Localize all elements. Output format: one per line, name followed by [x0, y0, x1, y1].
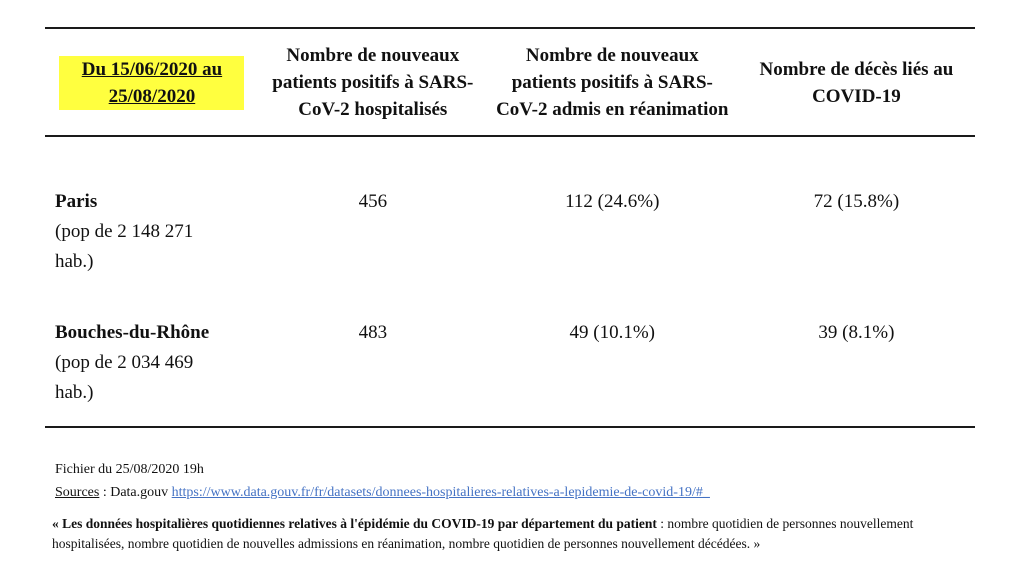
- icu-value: 112 (24.6%): [565, 191, 660, 212]
- sources-line: Sources : Data.gouv https://www.data.gou…: [55, 481, 710, 504]
- quote-bold-part: « Les données hospitalières quotidiennes…: [52, 516, 657, 531]
- sources-middle-text: : Data.gouv: [99, 485, 172, 500]
- dept-cell-bouches-du-rhone: Bouches-du-Rhône (pop de 2 034 469 hab.): [45, 277, 259, 427]
- period-highlighted-text: Du 15/06/2020 au 25/08/2020: [59, 55, 245, 110]
- dept-population: (pop de 2 148 271 hab.): [55, 221, 194, 272]
- definition-quote: « Les données hospitalières quotidiennes…: [52, 514, 967, 554]
- quote-regular-part: : nombre quotidien de personnes nouvelle…: [52, 516, 914, 551]
- dept-population: (pop de 2 034 469 hab.): [55, 352, 194, 403]
- covid-data-table: Du 15/06/2020 au 25/08/2020 Nombre de no…: [45, 27, 975, 428]
- table-row-bouches-du-rhone: Bouches-du-Rhône (pop de 2 034 469 hab.)…: [45, 277, 975, 427]
- footer-notes: Fichier du 25/08/2020 19h Sources : Data…: [55, 458, 710, 504]
- hospitalised-value: 483: [358, 322, 388, 343]
- data-gouv-link[interactable]: https://www.data.gouv.fr/fr/datasets/don…: [171, 485, 710, 500]
- header-period-cell: Du 15/06/2020 au 25/08/2020: [45, 28, 259, 137]
- dept-cell-paris: Paris (pop de 2 148 271 hab.): [45, 136, 259, 277]
- table-row-paris: Paris (pop de 2 148 271 hab.) 456 112 (2…: [45, 136, 975, 277]
- deaths-value: 39 (8.1%): [818, 322, 895, 343]
- table-header-row: Du 15/06/2020 au 25/08/2020 Nombre de no…: [45, 28, 975, 137]
- header-deaths-cell: Nombre de décès liés au COVID-19: [737, 28, 975, 137]
- hospitalised-value: 456: [358, 191, 388, 212]
- sources-label: Sources: [55, 485, 100, 500]
- dept-name: Bouches-du-Rhône: [55, 322, 210, 343]
- header-hospitalised-cell: Nombre de nouveaux patients positifs à S…: [258, 28, 487, 137]
- header-icu-cell: Nombre de nouveaux patients positifs à S…: [486, 28, 738, 137]
- deaths-value: 72 (15.8%): [813, 191, 900, 212]
- icu-value: 49 (10.1%): [569, 322, 656, 343]
- dept-name: Paris: [55, 191, 98, 212]
- file-info-line: Fichier du 25/08/2020 19h: [55, 462, 204, 477]
